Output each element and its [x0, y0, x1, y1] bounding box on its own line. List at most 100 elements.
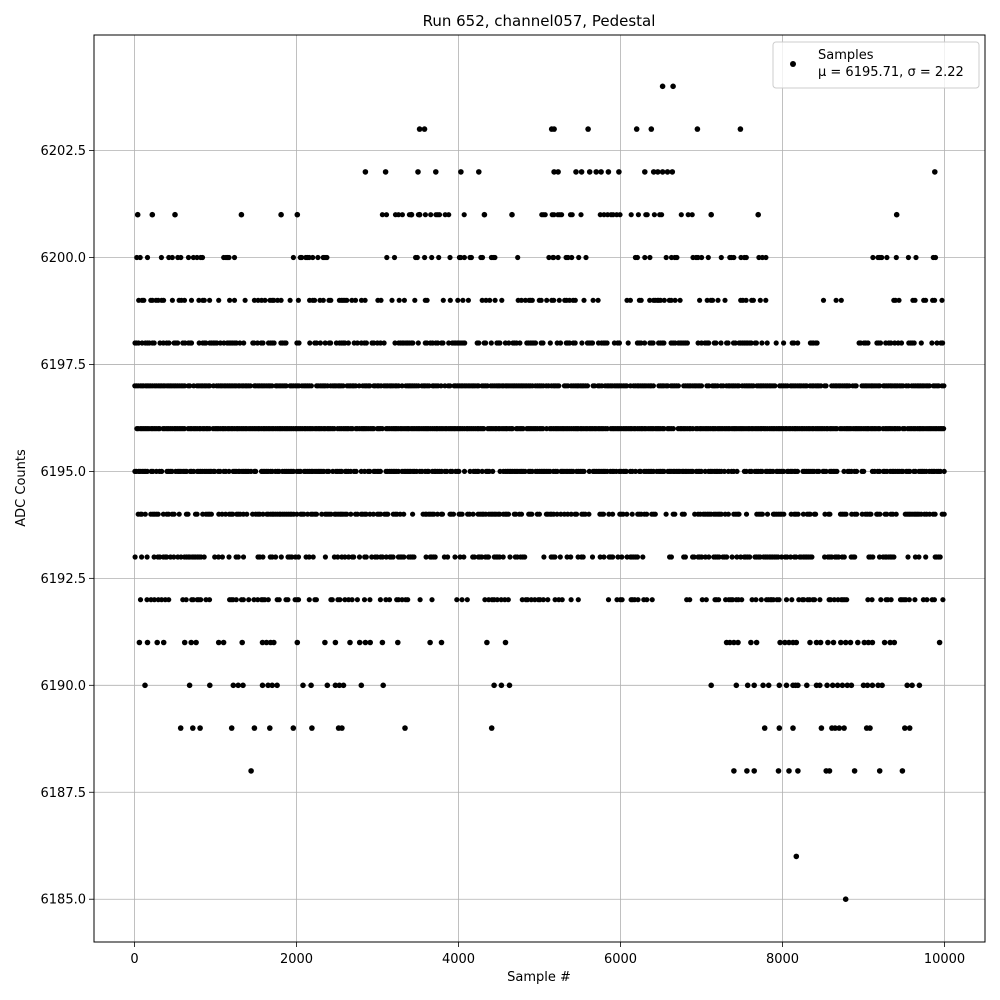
sample-point — [310, 554, 316, 560]
sample-point — [876, 768, 883, 774]
sample-point — [426, 468, 432, 474]
sample-point — [644, 511, 650, 517]
sample-point — [439, 511, 446, 517]
sample-point — [151, 597, 157, 603]
sample-point — [650, 340, 656, 346]
sample-point — [684, 340, 691, 346]
sample-point — [786, 768, 792, 774]
sample-point — [159, 597, 165, 603]
sample-point — [831, 597, 837, 603]
sample-point — [829, 682, 836, 689]
sample-point — [932, 297, 938, 303]
sample-point — [737, 126, 744, 132]
sample-point — [672, 297, 678, 303]
sample-point — [566, 340, 573, 346]
sample-point — [278, 211, 284, 218]
sample-point — [491, 682, 497, 689]
sample-point — [865, 597, 871, 603]
sample-point — [155, 511, 161, 517]
sample-point — [699, 554, 705, 560]
sample-point — [186, 682, 193, 689]
sample-point — [809, 554, 815, 560]
sample-point — [346, 554, 352, 560]
sample-point — [744, 768, 750, 774]
sample-point — [647, 297, 653, 303]
sample-point — [169, 254, 175, 261]
sample-point — [452, 554, 458, 560]
sample-point — [913, 254, 919, 261]
sample-point — [356, 639, 363, 646]
sample-point — [718, 340, 724, 346]
sample-point — [644, 597, 650, 603]
sample-point — [790, 725, 796, 731]
sample-point — [923, 297, 929, 303]
sample-point — [655, 169, 661, 175]
sample-point — [932, 254, 939, 261]
sample-point — [540, 426, 546, 432]
sample-point — [385, 511, 391, 517]
sample-point — [795, 682, 801, 689]
sample-point — [337, 597, 343, 603]
sample-point — [182, 383, 188, 389]
sample-point — [290, 254, 296, 261]
sample-point — [699, 597, 705, 603]
sample-point — [640, 554, 646, 560]
sample-point — [295, 297, 301, 303]
sample-point — [352, 297, 359, 303]
sample-point — [522, 554, 528, 560]
sample-point — [297, 468, 304, 474]
sample-point — [262, 297, 268, 303]
sample-point — [322, 340, 328, 346]
sample-point — [446, 340, 452, 346]
sample-point — [838, 639, 844, 646]
sample-point — [237, 340, 243, 346]
sample-point — [319, 511, 325, 517]
sample-point — [401, 554, 407, 560]
sample-point — [589, 340, 596, 346]
sample-point — [487, 297, 493, 303]
sample-point — [361, 597, 368, 603]
sample-point — [384, 254, 390, 261]
sample-point — [379, 426, 385, 432]
sample-point — [783, 682, 790, 689]
sample-point — [315, 254, 321, 261]
sample-point — [833, 297, 839, 303]
sample-point — [642, 169, 648, 175]
sample-point — [479, 468, 485, 474]
sample-point — [932, 511, 938, 517]
sample-point — [669, 169, 676, 175]
sample-point — [329, 597, 335, 603]
sample-point — [446, 212, 452, 218]
legend: Samples μ = 6195.71, σ = 2.22 — [772, 41, 980, 89]
sample-point — [422, 212, 428, 218]
sample-point — [846, 383, 852, 389]
sample-point — [584, 383, 591, 389]
sample-point — [818, 383, 824, 389]
sample-point — [781, 468, 787, 474]
sample-point — [755, 211, 761, 218]
sample-point — [800, 511, 807, 517]
sample-point — [371, 426, 377, 432]
sample-point — [137, 254, 143, 261]
sample-point — [226, 554, 232, 560]
sample-point — [306, 597, 312, 603]
sample-point — [650, 383, 657, 389]
sample-point — [540, 340, 546, 346]
sample-point — [328, 297, 334, 303]
sample-point — [911, 340, 917, 346]
sample-point — [132, 554, 138, 560]
sample-point — [708, 682, 714, 689]
sample-point — [423, 554, 429, 560]
sample-point — [941, 468, 947, 474]
sample-point — [690, 468, 696, 474]
sample-point — [838, 297, 844, 303]
sample-point — [444, 468, 450, 474]
sample-point — [144, 597, 150, 603]
sample-point — [344, 511, 350, 517]
sample-point — [459, 597, 465, 603]
x-tick-label: 6000 — [604, 952, 637, 967]
sample-point — [231, 254, 238, 261]
sample-point — [663, 511, 669, 517]
sample-point — [877, 383, 883, 389]
sample-point — [844, 597, 850, 603]
